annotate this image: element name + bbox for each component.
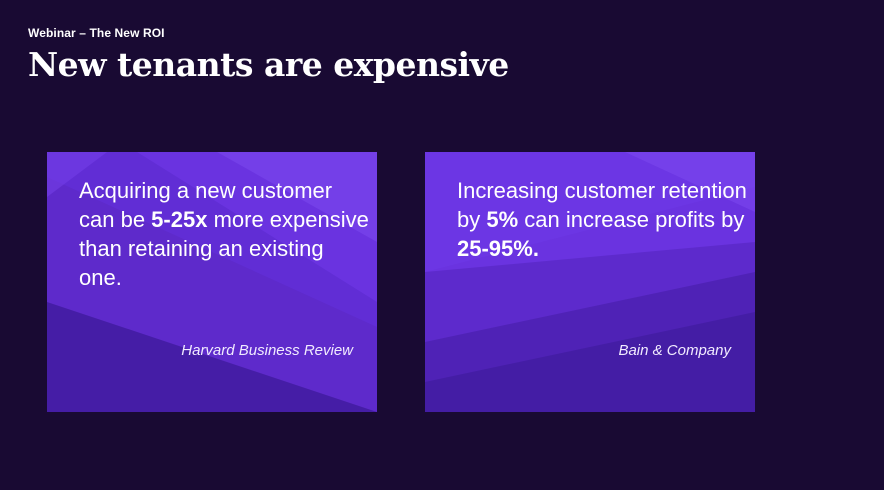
card-background-image	[425, 152, 755, 412]
stat-card-retention: Increasing customer retention by 5% can …	[425, 152, 755, 412]
stat-highlight: 5-25x	[151, 207, 208, 232]
slide-kicker: Webinar – The New ROI	[28, 26, 165, 40]
card-background-image	[47, 152, 377, 412]
slide-title: New tenants are expensive	[28, 45, 509, 84]
stat-text: Increasing customer retention by 5% can …	[457, 178, 747, 261]
stat-card-acquisition: Acquiring a new customer can be 5-25x mo…	[47, 152, 377, 412]
stat-highlight-2: 25-95%.	[457, 236, 539, 261]
stat-text: Acquiring a new customer can be 5-25x mo…	[79, 178, 369, 290]
stat-highlight: 5%	[486, 207, 519, 232]
source-citation: Bain & Company	[618, 342, 731, 359]
source-citation: Harvard Business Review	[181, 342, 353, 359]
